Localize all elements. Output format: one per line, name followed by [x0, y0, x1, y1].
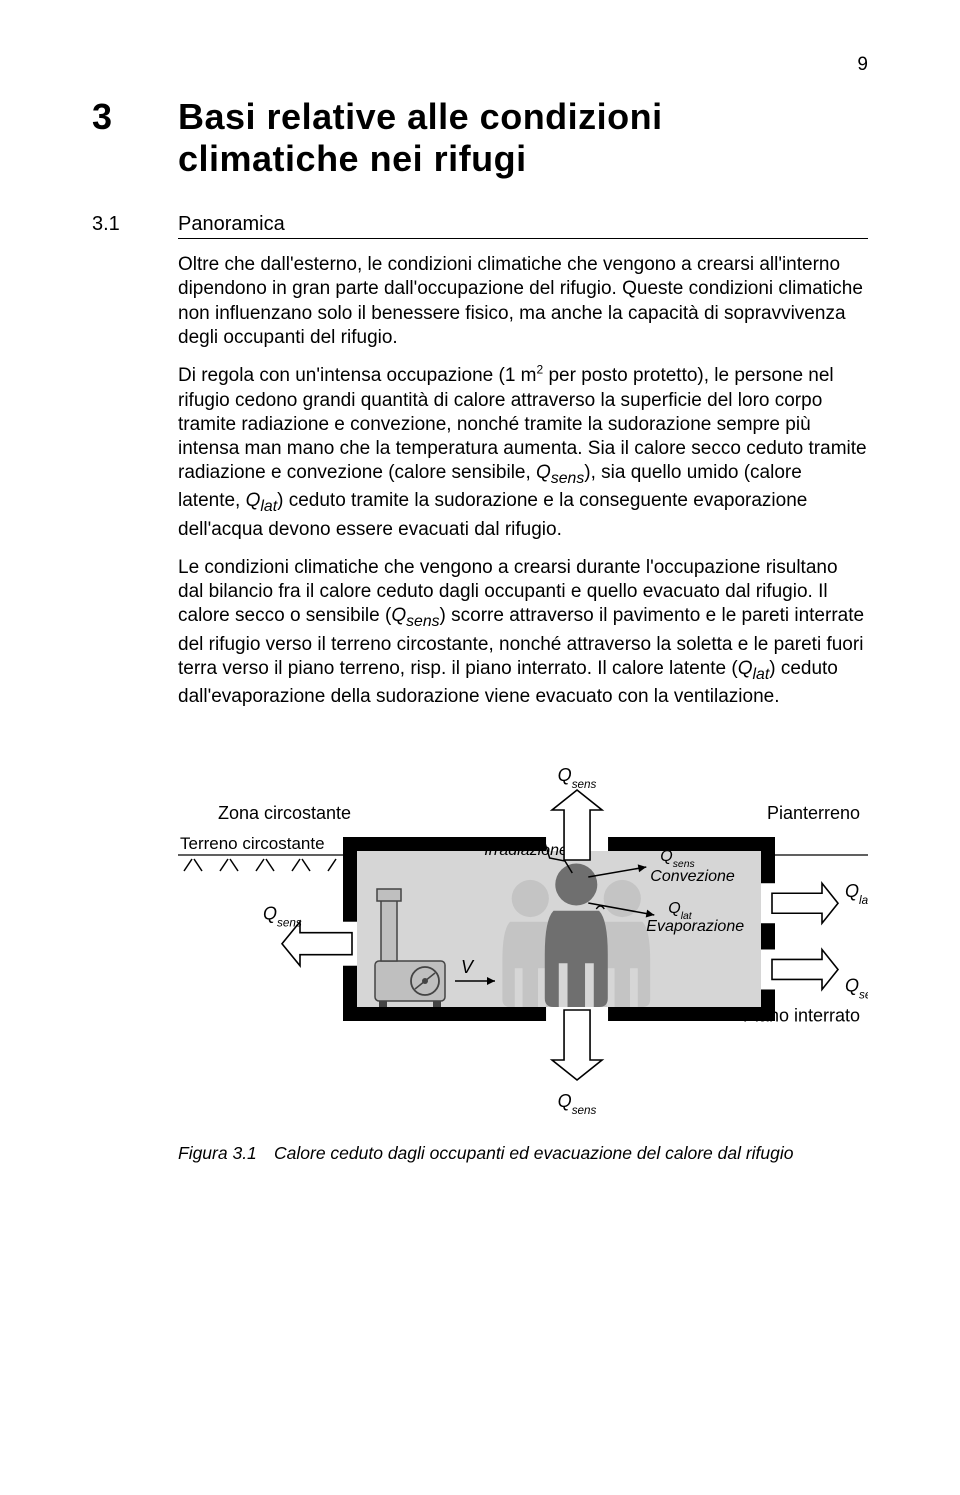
title-line-1: Basi relative alle condizioni	[178, 96, 663, 137]
soil-hatch	[184, 859, 336, 871]
svg-text:Irradiazione: Irradiazione	[484, 842, 568, 859]
svg-text:Qsens: Qsens	[263, 904, 302, 930]
paragraph-3: Le condizioni climatiche che vengono a c…	[178, 556, 868, 709]
svg-text:V: V	[461, 957, 475, 977]
section-number: 3	[92, 96, 178, 138]
section-title-text: Basi relative alle condizioni climatiche…	[178, 96, 663, 181]
svg-text:Convezione: Convezione	[650, 868, 735, 885]
subsection-number: 3.1	[92, 213, 178, 236]
figure-caption-label: Figura 3.1	[178, 1143, 274, 1164]
paragraph-1: Oltre che dall'esterno, le condizioni cl…	[178, 253, 868, 350]
svg-text:Qsens: Qsens	[845, 976, 868, 1002]
svg-text:Qsens: Qsens	[558, 1091, 597, 1117]
svg-text:Zona circostante: Zona circostante	[218, 803, 351, 823]
figure-caption-text: Calore ceduto dagli occupanti ed evacuaz…	[274, 1143, 868, 1164]
subsection-title: Panoramica	[178, 213, 285, 236]
subsection-rule	[178, 238, 868, 239]
svg-text:Pianterreno: Pianterreno	[767, 803, 860, 823]
svg-text:Piano interrato: Piano interrato	[743, 1006, 860, 1026]
subsection-heading: 3.1 Panoramica	[92, 213, 868, 236]
svg-text:Terreno circostante: Terreno circostante	[180, 834, 325, 853]
svg-text:Evaporazione: Evaporazione	[646, 918, 744, 935]
page-number: 9	[92, 54, 868, 76]
diagram-svg: Irradiazione Convezione Evaporazione V Qsens…	[178, 727, 868, 1127]
paragraph-2: Di regola con un'intensa occupazione (1 …	[178, 364, 868, 542]
figure-3-1: Irradiazione Convezione Evaporazione V Qsens…	[178, 727, 868, 1127]
title-line-2: climatiche nei rifugi	[178, 138, 527, 179]
section-title: 3 Basi relative alle condizioni climatic…	[92, 96, 868, 181]
svg-text:Qsens: Qsens	[558, 765, 597, 791]
svg-text:Qlat: Qlat	[845, 881, 868, 907]
figure-caption: Figura 3.1 Calore ceduto dagli occupanti…	[178, 1143, 868, 1164]
